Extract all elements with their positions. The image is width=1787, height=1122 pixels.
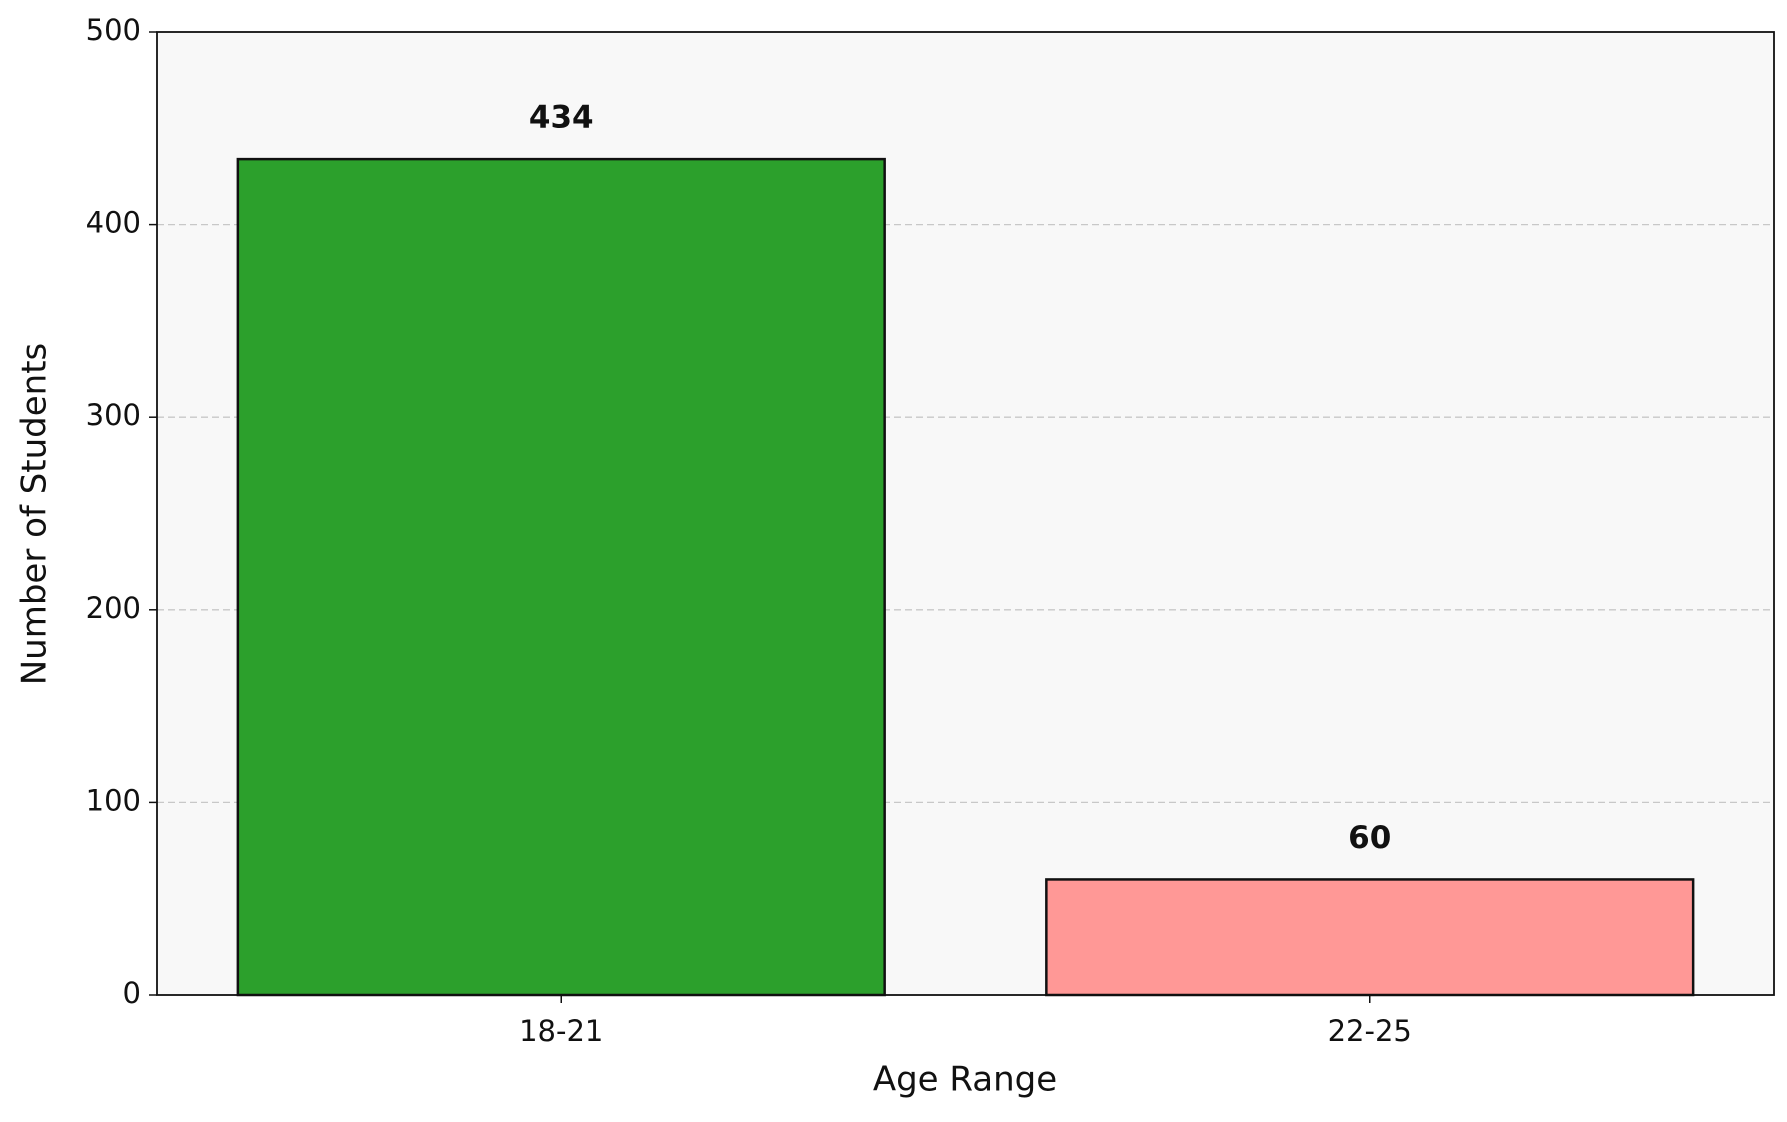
y-tick-label: 300 [86, 398, 141, 432]
y-tick-label: 400 [86, 206, 141, 240]
y-axis-label: Number of Students [15, 343, 55, 686]
plot-frame [156, 31, 1775, 996]
bar [1045, 878, 1695, 997]
x-tick-label: 18-21 [519, 1014, 603, 1048]
value-label: 434 [529, 100, 594, 136]
y-tick-label: 0 [123, 976, 141, 1010]
y-tick-label: 100 [86, 783, 141, 817]
x-tick-label: 22-25 [1328, 1014, 1412, 1048]
bar [236, 157, 886, 997]
value-label: 60 [1348, 820, 1391, 856]
y-tick-label: 500 [86, 13, 141, 47]
x-axis-label: Age Range [873, 1060, 1057, 1100]
y-tick-label: 200 [86, 591, 141, 625]
